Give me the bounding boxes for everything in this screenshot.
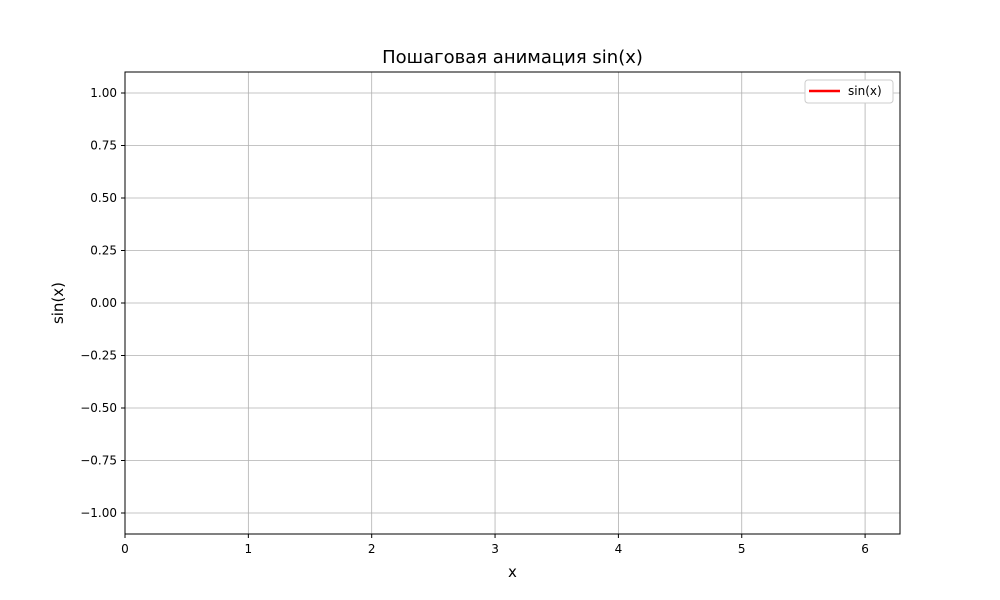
y-tick-label: −1.00 xyxy=(80,506,117,520)
x-tick-label: 1 xyxy=(245,542,253,556)
y-tick-label: −0.50 xyxy=(80,401,117,415)
x-tick-label: 6 xyxy=(861,542,869,556)
y-tick-label: 0.50 xyxy=(90,191,117,205)
y-tick-label: −0.75 xyxy=(80,454,117,468)
x-tick-label: 2 xyxy=(368,542,376,556)
y-tick-label: 0.00 xyxy=(90,296,117,310)
grid-lines xyxy=(124,72,900,534)
x-tick-label: 3 xyxy=(491,542,499,556)
y-axis-ticks: 1.00 0.75 0.50 0.25 0.00 −0.25 −0.50 −0.75 −1.00 xyxy=(80,86,125,520)
legend: sin(x) xyxy=(804,79,894,104)
x-axis-label: x xyxy=(508,563,517,581)
legend-box xyxy=(804,79,894,104)
chart-title: Пошаговая анимация sin(x) xyxy=(382,47,643,68)
y-tick-label: 0.25 xyxy=(90,244,117,258)
y-tick-label: 0.75 xyxy=(90,139,117,153)
y-tick-label: −0.25 xyxy=(80,349,117,363)
x-tick-label: 0 xyxy=(121,542,129,556)
x-tick-label: 4 xyxy=(615,542,623,556)
x-tick-label: 5 xyxy=(738,542,746,556)
x-axis-ticks: 0 1 2 3 4 5 6 xyxy=(121,534,869,556)
y-tick-label: 1.00 xyxy=(90,86,117,100)
legend-label: sin(x) xyxy=(848,84,882,98)
y-axis-label: sin(x) xyxy=(49,282,67,324)
